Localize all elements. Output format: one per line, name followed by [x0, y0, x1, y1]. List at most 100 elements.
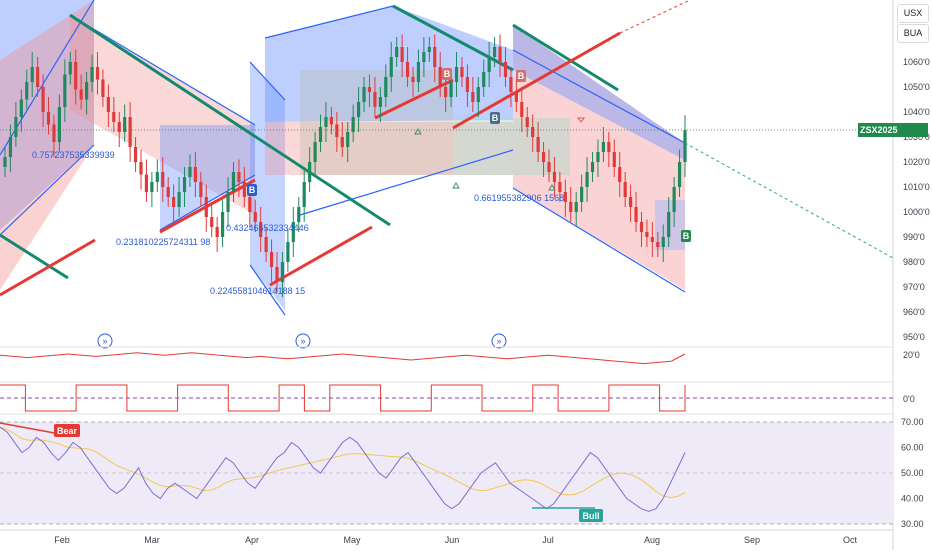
candle-body — [221, 212, 225, 237]
event-marker-icon — [491, 333, 507, 349]
candle-body — [166, 187, 170, 197]
candle-body — [449, 82, 453, 97]
pattern-marker — [548, 184, 556, 191]
candle-body — [63, 74, 67, 107]
pattern-marker — [414, 128, 422, 135]
candle-body — [248, 197, 252, 212]
candle-body — [454, 67, 459, 82]
bear-signal-label: Bear — [57, 426, 78, 436]
rsi-y-tick: 40.00 — [901, 494, 924, 504]
candle-body — [351, 117, 355, 132]
candle-body — [128, 117, 132, 147]
event-marker-icon — [295, 333, 311, 349]
candle-body — [85, 82, 89, 100]
candle-body — [422, 52, 426, 62]
candle-body — [291, 222, 295, 242]
candle-body — [607, 142, 611, 152]
candle-body — [226, 192, 230, 212]
candle-body — [36, 67, 40, 87]
buy-marker-label: B — [492, 113, 499, 123]
sell-marker-label: B — [518, 71, 525, 81]
candle-body — [650, 237, 654, 242]
x-tick-label: Feb — [54, 535, 70, 545]
candle-body — [95, 67, 100, 80]
candle-body — [308, 162, 312, 182]
candle-body — [90, 67, 94, 82]
candle-body — [155, 172, 159, 182]
candle-body — [340, 137, 344, 147]
candle-body — [438, 67, 442, 87]
candle-body — [117, 122, 121, 132]
candle-body — [493, 47, 497, 57]
candle-body — [569, 202, 573, 212]
candle-body — [133, 147, 138, 162]
candle-body — [433, 47, 437, 67]
unit-label[interactable]: BUA — [897, 24, 929, 43]
candle-body — [498, 47, 502, 62]
candle-body — [389, 57, 393, 77]
candle-body — [395, 47, 399, 57]
channel-line — [264, 5, 394, 39]
box-overlay — [453, 118, 570, 175]
candle-body — [188, 167, 192, 177]
rsi-y-tick: 50.00 — [901, 468, 924, 478]
candles — [3, 34, 687, 297]
candle-body — [199, 182, 203, 197]
sell-marker — [516, 70, 526, 82]
candle-body — [41, 87, 45, 112]
price-tag-symbol: ZSX2025 — [860, 125, 898, 135]
box-overlay — [300, 70, 453, 175]
x-tick-label: Apr — [245, 535, 259, 545]
currency-label[interactable]: USX — [897, 4, 929, 23]
candle-body — [193, 167, 197, 182]
candle-body — [302, 182, 306, 207]
x-tick-label: Oct — [843, 535, 858, 545]
candle-body — [144, 174, 149, 192]
price-tag: ZSX2025 1032'6 — [858, 123, 928, 149]
channel-line — [249, 61, 286, 101]
candle-body — [139, 162, 143, 175]
divergence-bear-line — [0, 422, 61, 435]
candle-body — [411, 77, 415, 82]
candle-body — [634, 207, 638, 222]
y-tick-label: 1040'0 — [903, 107, 930, 117]
candle-body — [215, 227, 219, 237]
y-tick-label: 1010'0 — [903, 182, 930, 192]
fib-annotation: 0.757237535339939 — [32, 150, 115, 160]
candle-body — [329, 117, 333, 125]
panel2-y-tick: 0'0 — [903, 394, 915, 404]
y-tick-label: 990'0 — [903, 232, 925, 242]
rsi-y-tick: 60.00 — [901, 443, 924, 453]
candle-body — [14, 117, 18, 137]
candle-body — [629, 197, 633, 207]
bull-signal-label: Bull — [583, 511, 600, 521]
candle-body — [683, 130, 687, 162]
candle-body — [253, 212, 257, 222]
trendline-green — [512, 23, 619, 92]
candle-body — [46, 112, 51, 125]
candle-body — [574, 202, 578, 212]
candle-body — [318, 127, 323, 142]
candle-body — [74, 62, 78, 90]
candle-body — [19, 99, 23, 117]
candle-body — [101, 79, 105, 97]
trendline-green — [392, 4, 514, 72]
event-marker-glyph: » — [300, 336, 305, 346]
x-tick-label: Mar — [144, 535, 160, 545]
candle-body — [596, 152, 600, 162]
candle-body — [177, 192, 181, 207]
currency-box[interactable]: USX BUA — [897, 4, 929, 43]
x-tick-label: Jul — [542, 535, 554, 545]
candle-body — [656, 242, 660, 247]
candle-body — [112, 112, 116, 122]
candle-body — [362, 87, 366, 102]
event-marker-glyph: » — [102, 336, 107, 346]
projection-red-dashed — [619, 0, 691, 34]
candle-body — [313, 142, 317, 162]
candle-body — [8, 137, 13, 157]
sell-marker — [442, 68, 452, 80]
trendline-red — [452, 31, 621, 130]
candle-body — [416, 62, 421, 82]
